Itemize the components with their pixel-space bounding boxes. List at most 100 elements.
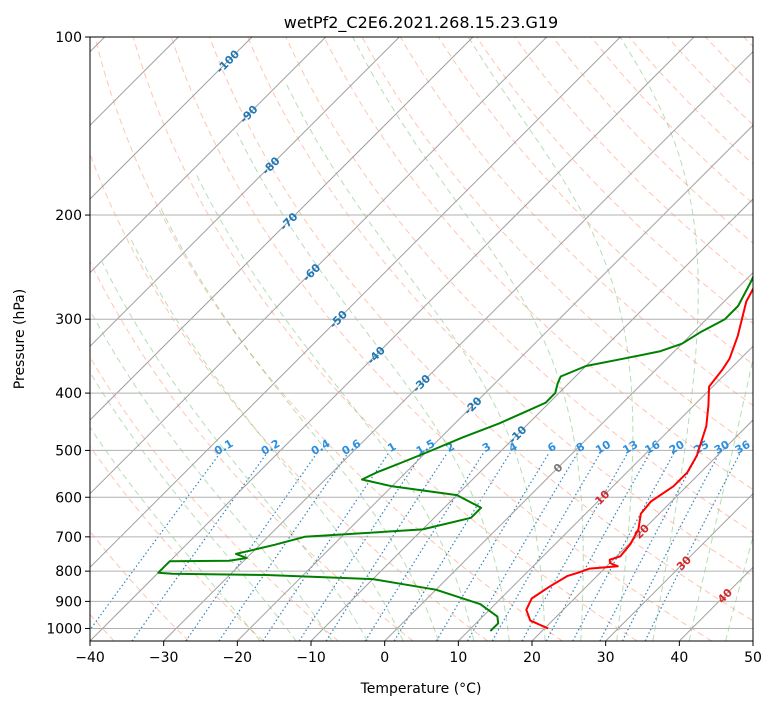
moist-adiabat	[90, 309, 333, 641]
dry-adiabat	[132, 37, 638, 641]
mixing-ratio-line	[218, 452, 349, 641]
dry-adiabat	[590, 37, 753, 205]
isotherm	[236, 124, 753, 641]
y-tick-label: 800	[55, 564, 82, 580]
mixing-ratio-line	[364, 452, 484, 641]
mixing-ratio-line	[298, 452, 423, 641]
plot-frame	[89, 36, 754, 642]
y-tick-label: 700	[55, 530, 82, 546]
dry-adiabat	[209, 37, 753, 622]
dry-adiabat	[285, 37, 753, 534]
background-lines	[90, 37, 753, 641]
isotherm	[678, 566, 753, 641]
isotherm	[163, 50, 753, 641]
x-tick-label: −20	[223, 650, 253, 666]
y-axis: 100 200 300 400 500 600 700 800 900 1000	[46, 30, 90, 637]
mixing-ratio-line	[521, 452, 629, 641]
y-tick-label: 500	[55, 443, 82, 459]
mixing-ratio-line	[185, 452, 318, 641]
mixing-ratio-label: 3	[480, 440, 493, 455]
isotherm-label: -100	[214, 47, 243, 76]
mixing-ratio-label: 13	[621, 438, 641, 457]
dry-adiabat	[90, 530, 190, 641]
dry-adiabat	[90, 445, 264, 641]
mixing-ratio-line	[599, 452, 700, 641]
x-tick-label: 30	[597, 650, 615, 666]
mixing-ratio-label: 36	[733, 438, 753, 457]
y-tick-label: 300	[55, 312, 82, 328]
x-tick-label: 40	[670, 650, 688, 666]
isotherm	[90, 37, 548, 495]
y-tick-label: 600	[55, 490, 82, 506]
x-tick-label: 20	[523, 650, 541, 666]
dry-adiabat	[90, 152, 488, 641]
sounding-lines	[157, 274, 753, 632]
mixing-ratio-line	[466, 452, 579, 641]
moist-adiabat	[195, 173, 475, 641]
dry-adiabat	[705, 37, 753, 87]
x-axis: −40 −30 −20 −10 0 10 20 30 40 50	[75, 641, 762, 666]
moist-adiabat	[130, 239, 404, 641]
y-tick-label: 1000	[46, 621, 82, 637]
dry-adiabat	[170, 37, 712, 641]
x-tick-label: 0	[380, 650, 389, 666]
mixing-ratio-line	[131, 452, 268, 641]
mixing-ratio-line	[325, 452, 448, 641]
y-tick-label: 900	[55, 594, 82, 610]
mixing-ratio-label: 0.1	[212, 437, 235, 458]
isotherm	[90, 37, 474, 421]
moist-adiabat	[467, 37, 634, 641]
isotherm	[531, 419, 753, 641]
isotherm	[752, 640, 753, 641]
mixing-ratio-label: 10	[593, 438, 613, 457]
isotherm	[310, 198, 753, 641]
isotherm	[605, 492, 753, 641]
isotherm	[90, 37, 695, 641]
mixing-ratio-line	[491, 452, 601, 641]
y-tick-label: 100	[55, 30, 82, 46]
dry-adiabat	[743, 37, 753, 48]
moist-adiabat	[725, 534, 753, 641]
dry-adiabat	[552, 37, 753, 244]
x-tick-label: −40	[75, 650, 105, 666]
mixing-ratio-label: 0.4	[309, 437, 333, 458]
dry-adiabat	[247, 37, 753, 577]
y-tick-label: 200	[55, 208, 82, 224]
chart-title: wetPf2_C2E6.2021.268.15.23.G19	[284, 13, 558, 33]
isotherm	[90, 37, 400, 348]
grid-lines	[90, 37, 753, 641]
moist-adiabat	[352, 37, 584, 641]
mixing-ratio-label: 1	[385, 440, 398, 455]
mixing-ratio-line	[572, 452, 675, 641]
mixing-ratio-label: 1.5	[414, 437, 437, 458]
dry-adiabat	[323, 37, 753, 491]
moist-adiabat	[285, 83, 546, 641]
moist-adiabat	[619, 37, 699, 641]
mixing-ratio-line	[435, 452, 550, 641]
isotherm	[384, 271, 753, 641]
isotherm-label: -90	[237, 103, 260, 126]
dry-adiabat	[476, 37, 753, 325]
dry-adiabat	[90, 356, 339, 641]
x-axis-label: Temperature (°C)	[360, 681, 482, 697]
mixing-ratio-label: 8	[574, 440, 587, 455]
isotherm	[90, 37, 327, 274]
isotherm	[457, 345, 753, 641]
dry-adiabat	[667, 37, 753, 126]
mixing-ratio-line	[621, 452, 720, 641]
mixing-ratio-label: 30	[712, 438, 732, 457]
y-tick-label: 400	[55, 386, 82, 402]
dry-adiabat	[514, 37, 753, 284]
mixing-ratio-label: 0.6	[340, 437, 364, 458]
mixing-ratio-line	[90, 452, 221, 631]
isotherm	[90, 37, 253, 200]
dry-adiabat	[94, 37, 563, 641]
isotherm	[90, 37, 621, 569]
x-tick-label: −10	[296, 650, 326, 666]
mixing-ratio-label: 6	[545, 440, 558, 455]
moist-adiabat	[160, 208, 439, 641]
x-tick-label: 50	[744, 650, 762, 666]
x-tick-label: −30	[149, 650, 179, 666]
isotherm-label: -70	[277, 210, 300, 233]
